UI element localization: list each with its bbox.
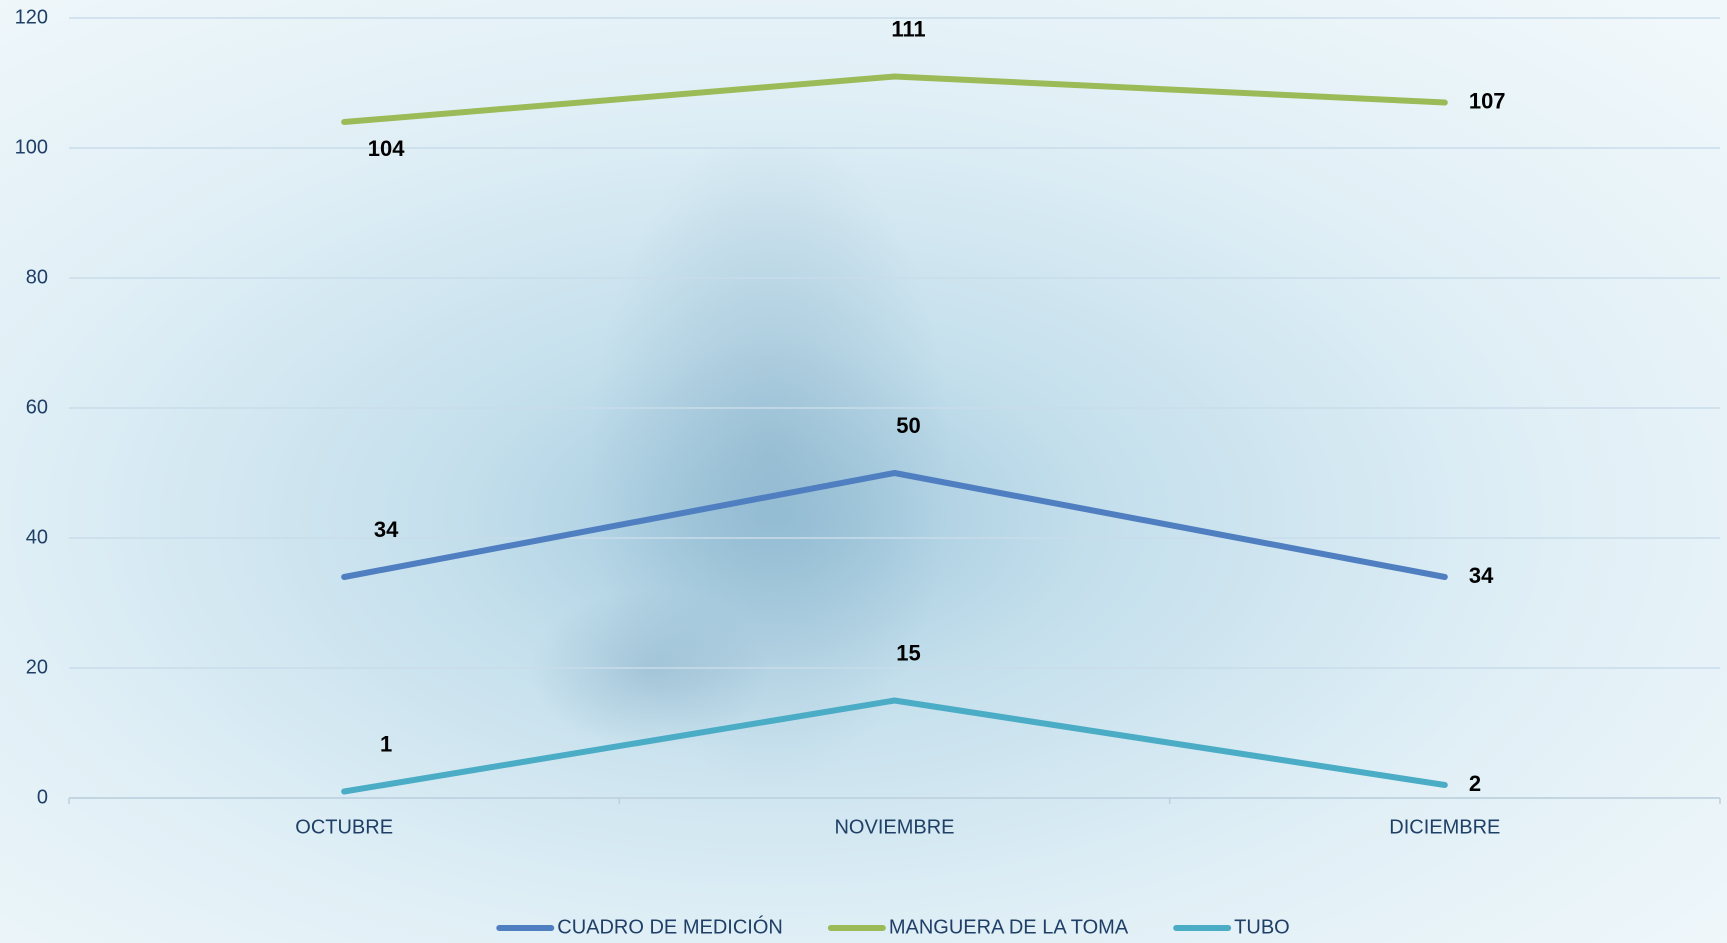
y-tick-label: 20 <box>26 656 48 678</box>
y-tick-label: 40 <box>26 526 48 548</box>
data-label: 104 <box>368 136 405 161</box>
y-tick-label: 80 <box>26 266 48 288</box>
data-label: 34 <box>1469 563 1494 588</box>
data-label: 15 <box>896 640 920 665</box>
data-label: 50 <box>896 413 920 438</box>
y-tick-label: 100 <box>15 136 48 158</box>
data-label: 34 <box>374 517 399 542</box>
data-label: 1 <box>380 731 392 756</box>
x-tick-label: OCTUBRE <box>295 816 393 838</box>
legend-label: MANGUERA DE LA TOMA <box>889 916 1129 938</box>
x-tick-label: NOVIEMBRE <box>834 816 954 838</box>
y-tick-label: 120 <box>15 6 48 28</box>
legend-label: CUADRO DE MEDICIÓN <box>557 915 783 938</box>
data-label: 2 <box>1469 771 1481 796</box>
chart: 0 20 40 60 80 100 120 OCTUBRE NOVIEMBRE DICIEMBRE… <box>0 0 1727 943</box>
y-tick-label: 0 <box>37 786 48 808</box>
data-label: 111 <box>891 16 925 41</box>
legend-label: TUBO <box>1234 916 1290 938</box>
data-label: 107 <box>1469 88 1506 113</box>
x-tick-label: DICIEMBRE <box>1389 816 1500 838</box>
y-tick-label: 60 <box>26 396 48 418</box>
